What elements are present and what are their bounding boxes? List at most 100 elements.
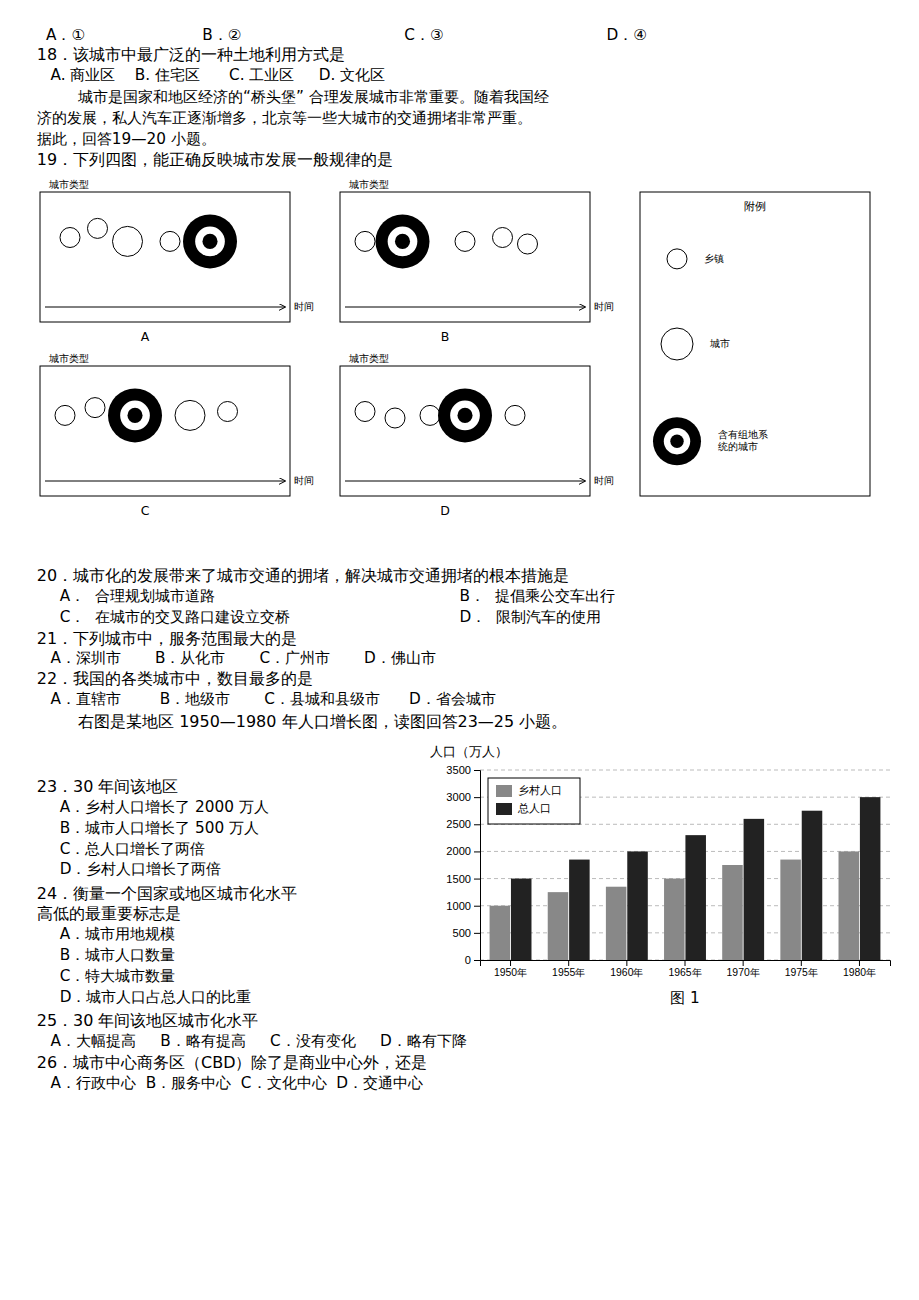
question-text: C．特大城市数量 <box>60 967 176 985</box>
chart-caption: 图 1 <box>670 989 700 1007</box>
y-tick-label: 3500 <box>446 764 471 776</box>
y-tick: 1500 <box>446 873 480 885</box>
x-tick-label: 1975年 <box>785 967 818 978</box>
question-text: 城市是国家和地区经济的“桥头堡” 合理发展城市非常重要。随着我国经 <box>77 88 549 106</box>
diagram-box <box>40 366 290 496</box>
diagram-axis-label: 城市类型 <box>48 353 89 364</box>
background <box>0 0 919 1300</box>
city-symbol-core <box>457 408 472 423</box>
question-text: A．乡村人口增长了 2000 万人 <box>60 798 269 816</box>
town-circle <box>160 231 180 251</box>
question-text: C．总人口增长了两倍 <box>60 840 206 858</box>
town-circle <box>60 228 80 248</box>
x-tick-label: 1965年 <box>668 967 701 978</box>
y-tick: 500 <box>452 927 480 939</box>
city-symbol-outer <box>653 417 701 465</box>
y-axis-line <box>474 771 481 961</box>
diagram-label: B <box>441 329 450 344</box>
bar <box>860 797 881 960</box>
city-diagram: 城市类型时间B <box>340 179 614 344</box>
grid-line <box>480 770 890 771</box>
y-tick-label: 500 <box>452 927 471 939</box>
question-text: 24．衡量一个国家或地区城市化水平 <box>37 884 297 903</box>
city-symbol-outer <box>376 214 430 268</box>
x-axis-line <box>481 961 891 967</box>
time-label: 时间 <box>594 301 614 312</box>
question-text: B．城市人口增长了 500 万人 <box>60 819 259 837</box>
y-tick: 3000 <box>446 791 480 803</box>
y-tick-mark <box>474 797 480 798</box>
key-box <box>640 192 870 496</box>
city-diagram: 城市类型时间C <box>40 353 314 518</box>
legend: 乡村人口总人口 <box>488 778 580 824</box>
question-text: 济的发展，私人汽车正逐渐增多，北京等一些大城市的交通拥堵非常严重。 <box>37 109 532 127</box>
question-text: A．大幅提高 B．略有提高 C．没有变化 D．略有下降 <box>51 1032 467 1050</box>
key-label: 乡镇 <box>704 253 724 264</box>
y-tick-mark <box>474 906 480 907</box>
city-symbol-outer <box>183 214 237 268</box>
diagram-box <box>340 192 590 322</box>
chart-svg: A．①B．②C．③D．④18．该城市中最广泛的一种土地利用方式是A. 商业区 B… <box>0 0 919 1300</box>
bar <box>839 851 860 960</box>
city-symbol-ring <box>450 401 480 431</box>
grid-line <box>480 878 890 879</box>
city-symbol-ring <box>120 401 150 431</box>
question-text: A. 商业区 B. 住宅区 C. 工业区 D. 文化区 <box>51 66 386 84</box>
grid-line <box>480 932 890 933</box>
key-label-line: 含有组地系 <box>718 429 768 440</box>
question-text: D．④ <box>607 26 647 44</box>
diagram-label: D <box>440 503 450 518</box>
legend-label: 总人口 <box>517 802 551 815</box>
time-arrow <box>45 307 285 308</box>
city-symbol-core <box>202 234 217 249</box>
y-tick-label: 0 <box>465 954 471 966</box>
y-tick-label: 3000 <box>446 791 471 803</box>
key-label-line: 乡镇 <box>704 253 724 264</box>
legend-box <box>488 778 580 824</box>
bar <box>511 879 532 960</box>
x-tick-mark <box>626 960 627 966</box>
question-text: D． 限制汽车的使用 <box>460 608 601 626</box>
question-text: A．① <box>46 26 85 44</box>
y-tick: 0 <box>465 954 480 966</box>
bar-chart: 1950年1955年1960年1965年1970年1975年1980年05001… <box>430 744 891 1007</box>
question-text: 18．该城市中最广泛的一种土地利用方式是 <box>37 45 345 64</box>
x-tick-label: 1955年 <box>552 967 585 978</box>
legend-label: 乡村人口 <box>518 784 562 797</box>
town-circle <box>175 400 205 430</box>
legend-swatch <box>496 785 512 797</box>
x-tick-mark <box>568 960 569 966</box>
question-text: 23．30 年间该地区 <box>37 777 179 796</box>
question-text: B． 提倡乘公交车出行 <box>460 587 615 605</box>
bar <box>780 860 801 960</box>
question-texts: A．①B．②C．③D．④18．该城市中最广泛的一种土地利用方式是A. 商业区 B… <box>37 26 647 1092</box>
question-text: 高低的最重要标志是 <box>37 904 181 923</box>
town-circle <box>85 398 105 418</box>
grid <box>480 770 890 960</box>
x-tick: 1950年 <box>494 960 527 978</box>
x-tick-label: 1950年 <box>494 967 527 978</box>
y-tick: 2000 <box>446 845 480 857</box>
city-symbol-outer <box>108 388 162 442</box>
y-tick-mark <box>474 770 480 771</box>
bar <box>685 835 706 960</box>
bar <box>569 860 590 960</box>
x-tick: 1955年 <box>552 960 585 978</box>
question-text: 20．城市化的发展带来了城市交通的拥堵，解决城市交通拥堵的根本措施是 <box>37 566 569 585</box>
x-tick-mark <box>743 960 744 966</box>
diagram-key: 附例乡镇城市含有组地系统的城市 <box>640 192 870 496</box>
town-circle <box>355 402 375 422</box>
town-circle <box>505 405 525 425</box>
town-circle <box>355 231 375 251</box>
x-tick-label: 1980年 <box>843 967 876 978</box>
y-tick-label: 2500 <box>446 818 471 830</box>
y-tick-mark <box>474 879 480 880</box>
question-text: 19．下列四图，能正确反映城市发展一般规律的是 <box>37 150 393 169</box>
city-diagram: 城市类型时间D <box>340 353 614 518</box>
bar <box>490 906 511 960</box>
diagram-axis-label: 城市类型 <box>48 179 89 190</box>
y-tick-mark <box>474 824 480 825</box>
y-tick: 1000 <box>446 900 480 912</box>
x-tick-mark <box>859 960 860 966</box>
diagram-box <box>340 366 590 496</box>
